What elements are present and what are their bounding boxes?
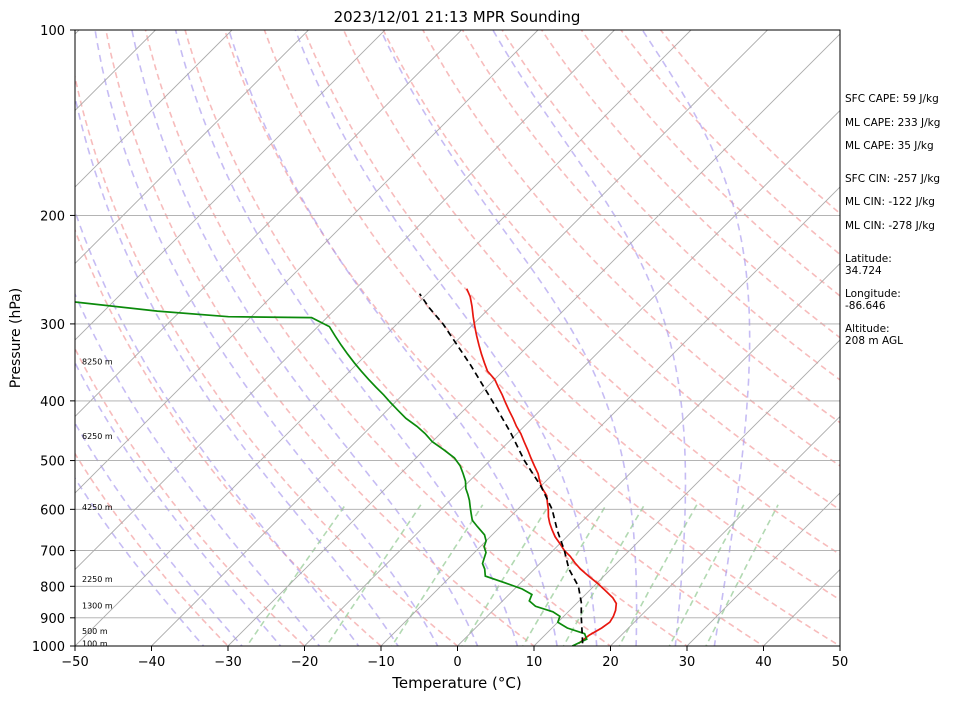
isotherm-line bbox=[228, 30, 844, 646]
moist-adiabat-line bbox=[0, 30, 291, 659]
x-tick-label: 20 bbox=[602, 655, 619, 670]
x-tick-label: −50 bbox=[61, 655, 88, 670]
height-label: 8250 m bbox=[82, 357, 113, 366]
x-tick-label: 30 bbox=[679, 655, 696, 670]
x-axis-label: Temperature (°C) bbox=[391, 674, 521, 692]
latitude-value: 34.724 bbox=[845, 265, 882, 277]
height-label: 500 m bbox=[82, 627, 108, 636]
height-label: 6250 m bbox=[82, 432, 113, 441]
dewpoint-line bbox=[54, 300, 587, 646]
x-tick-label: −10 bbox=[367, 655, 394, 670]
isotherm-line bbox=[0, 30, 3, 646]
y-tick-label: 1000 bbox=[32, 640, 65, 655]
stat-annotation: SFC CIN: -257 J/kg bbox=[845, 173, 940, 185]
x-tick-label: 40 bbox=[755, 655, 772, 670]
dry-adiabat-line bbox=[64, 16, 474, 659]
plot-frame bbox=[75, 30, 840, 646]
dry-adiabat-line bbox=[181, 16, 706, 659]
isotherm-line bbox=[0, 30, 615, 646]
stat-annotation: ML CIN: -122 J/kg bbox=[845, 196, 935, 208]
y-axis: 1000 900 800 700 600 500 400 300 200 100 bbox=[32, 24, 75, 655]
height-label: 2250 m bbox=[82, 575, 113, 584]
isotherm-line bbox=[0, 30, 538, 646]
height-label: 100 m bbox=[82, 639, 108, 648]
y-tick-label: 900 bbox=[40, 612, 65, 627]
y-tick-label: 600 bbox=[40, 503, 65, 518]
y-axis-label: Pressure (hPa) bbox=[8, 288, 24, 388]
dry-adiabat-line bbox=[220, 16, 784, 659]
stat-annotation: ML CAPE: 233 J/kg bbox=[845, 117, 940, 129]
stat-annotation: SFC CAPE: 59 J/kg bbox=[845, 93, 939, 105]
x-tick-label: 10 bbox=[526, 655, 543, 670]
moist-adiabat-line bbox=[63, 30, 406, 659]
moist-adiabat-line bbox=[642, 30, 749, 659]
moist-adiabat-line bbox=[132, 30, 483, 659]
sounding-info-panel: SFC CAPE: 59 J/kg ML CAPE: 233 J/kg ML CAP… bbox=[845, 93, 940, 347]
moist-adiabat-line bbox=[10, 30, 330, 659]
longitude-label: Longitude: bbox=[845, 288, 901, 300]
dry-adiabat-line bbox=[0, 16, 241, 659]
x-tick-label: −40 bbox=[138, 655, 165, 670]
x-tick-label: 0 bbox=[453, 655, 461, 670]
x-tick-label: −20 bbox=[291, 655, 318, 670]
moist-adiabat-line bbox=[0, 30, 253, 659]
dry-adiabat-line bbox=[0, 16, 319, 659]
mixing-ratio-line bbox=[700, 505, 779, 659]
x-tick-label: −30 bbox=[214, 655, 241, 670]
y-tick-label: 500 bbox=[40, 455, 65, 470]
x-tick-label: 50 bbox=[832, 655, 849, 670]
stat-annotation: ML CIN: -278 J/kg bbox=[845, 220, 935, 232]
height-label: 4250 m bbox=[82, 503, 113, 512]
y-tick-label: 700 bbox=[40, 545, 65, 560]
altitude-value: 208 m AGL bbox=[845, 335, 903, 347]
stat-annotation: ML CAPE: 35 J/kg bbox=[845, 140, 934, 152]
height-label: 1300 m bbox=[82, 602, 113, 611]
x-axis: −50 −40 −30 −20 −10 0 10 20 30 40 50 bbox=[61, 646, 848, 670]
dry-adiabat-line bbox=[650, 16, 955, 659]
longitude-value: -86.646 bbox=[845, 300, 886, 312]
y-tick-label: 200 bbox=[40, 209, 65, 224]
altitude-label: Altitude: bbox=[845, 323, 890, 335]
mixing-ratio-line bbox=[612, 505, 697, 659]
moist-adiabat-line bbox=[176, 30, 521, 659]
latitude-label: Latitude: bbox=[845, 253, 892, 265]
isotherm-line bbox=[0, 30, 232, 646]
moist-adiabat-line bbox=[0, 30, 215, 659]
y-tick-label: 300 bbox=[40, 318, 65, 333]
mixing-ratio-line bbox=[556, 505, 644, 659]
moist-adiabat-line bbox=[381, 30, 637, 659]
moist-adiabat-line bbox=[35, 30, 368, 659]
isotherm-line bbox=[75, 30, 691, 646]
y-tick-label: 800 bbox=[40, 580, 65, 595]
chart-title: 2023/12/01 21:13 MPR Sounding bbox=[334, 8, 581, 26]
y-tick-label: 400 bbox=[40, 395, 65, 410]
y-tick-label: 100 bbox=[40, 24, 65, 39]
mixing-ratio-line bbox=[515, 505, 606, 659]
